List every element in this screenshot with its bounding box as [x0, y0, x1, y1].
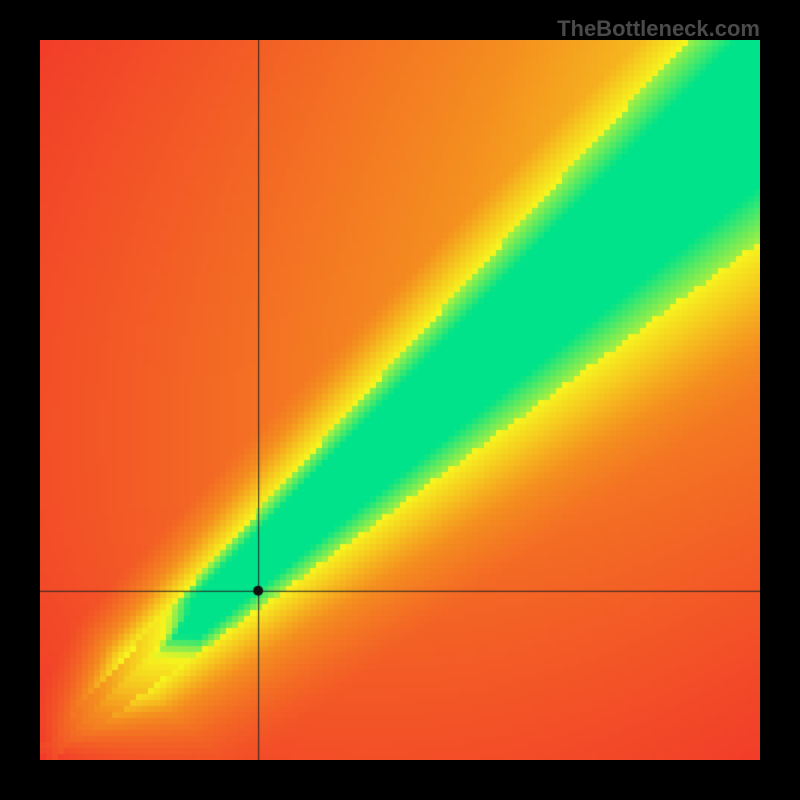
- heatmap-plot: [40, 40, 760, 760]
- heatmap-canvas: [40, 40, 760, 760]
- watermark-label: TheBottleneck.com: [557, 16, 760, 42]
